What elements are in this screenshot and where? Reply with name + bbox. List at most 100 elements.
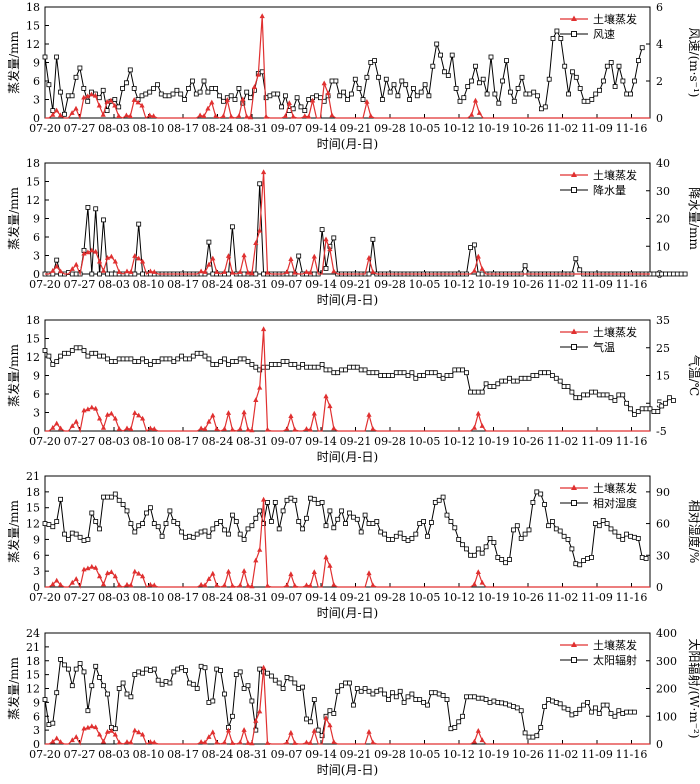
data-point-square [426,93,432,99]
data-point-triangle [329,112,335,118]
data-point-square [131,86,137,91]
data-point-triangle [69,737,75,743]
data-point-triangle [132,727,138,733]
data-point-triangle [58,268,64,274]
data-point-triangle [303,426,310,431]
data-point-square [190,681,196,687]
x-tick-label: 11-09 [581,278,613,291]
data-point-triangle [249,740,255,746]
data-point-triangle [57,112,64,118]
data-point-square [77,661,83,666]
data-point-triangle [85,565,91,571]
data-point-square [183,534,188,540]
data-point-square [460,713,466,719]
data-point-triangle [292,740,298,745]
legend-label: 土壤蒸发 [593,325,637,339]
data-point-triangle [116,269,122,274]
data-point-square [362,512,368,518]
data-point-square [612,398,618,403]
data-point-square [495,555,501,560]
x-tick-label: 09-28 [374,591,406,604]
x-tick-label: 09-07 [271,435,303,448]
data-point-square [162,93,168,99]
x-tick-label: 08-24 [202,122,234,135]
data-point-square [632,411,637,417]
data-point-square [331,235,337,241]
data-point-triangle [225,727,232,733]
data-point-square [405,373,411,378]
series-line [45,667,650,746]
data-point-square [514,523,520,529]
data-point-square [635,409,641,415]
data-point-triangle [69,579,75,585]
x-tick-label: 08-24 [202,278,234,291]
data-point-triangle [327,722,333,728]
data-point-square [257,666,263,672]
left-tick-label: 9 [33,696,40,709]
data-point-square [85,204,91,210]
data-point-square [202,665,208,671]
left-axis-label: 蒸发量/mm [6,656,21,719]
x-axis-label: 时间(月-日) [317,606,378,620]
data-point-square [229,512,235,518]
data-point-square [577,267,583,273]
data-point-square [430,63,436,69]
data-point-square [267,93,273,99]
left-tick-label: 24 [26,627,40,640]
data-point-square [284,359,290,365]
data-point-triangle [479,423,485,428]
right-tick-label: 4 [656,38,663,51]
left-tick-label: 18 [26,1,40,14]
x-tick-label: 11-02 [547,278,579,291]
data-point-square [257,367,263,373]
data-point-square [272,499,278,505]
data-point-square [444,697,450,702]
data-point-square [432,370,438,376]
x-tick-label: 09-28 [374,748,406,761]
data-point-square [54,519,60,524]
data-point-square [296,686,302,691]
data-point-square [233,519,239,524]
data-point-square [421,373,427,378]
data-point-square [206,356,212,362]
data-point-square [550,36,556,41]
data-point-triangle [261,496,267,502]
data-point-square [261,271,267,277]
data-point-square [511,98,517,104]
data-point-square [159,356,165,362]
data-point-triangle [198,581,204,587]
data-point-triangle [116,582,122,588]
data-point-square [284,497,290,503]
data-point-square [530,373,536,378]
data-point-square [573,256,579,262]
data-point-square [409,370,415,376]
data-point-square [581,702,586,708]
right-tick-label: 300 [656,655,677,668]
right-tick-label: 200 [656,683,677,696]
data-point-square [608,711,614,716]
data-point-square [116,497,122,503]
data-point-square [245,526,251,532]
data-point-square [343,680,348,686]
data-point-square [244,89,250,95]
data-point-square [434,41,440,47]
data-point-square [206,533,212,539]
x-tick-label: 08-24 [202,591,234,604]
plot-frame [44,632,651,745]
data-point-square [272,361,278,367]
data-point-square [128,356,134,362]
data-point-square [374,519,380,524]
series-土壤蒸发 [45,664,650,746]
data-point-square [678,271,684,277]
data-point-square [151,666,157,672]
data-point-square [280,359,286,365]
data-point-square [663,271,668,277]
x-tick-label: 09-14 [305,278,337,291]
data-point-square [348,91,354,97]
data-point-square [538,491,544,497]
data-point-square [639,406,645,412]
x-tick-label: 10-05 [409,278,441,291]
data-point-square [271,91,277,97]
data-point-square [42,521,48,526]
